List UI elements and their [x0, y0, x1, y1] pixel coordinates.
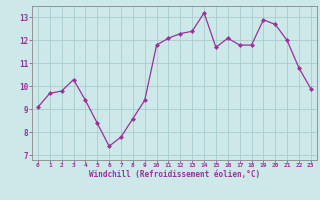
X-axis label: Windchill (Refroidissement éolien,°C): Windchill (Refroidissement éolien,°C) [89, 170, 260, 179]
